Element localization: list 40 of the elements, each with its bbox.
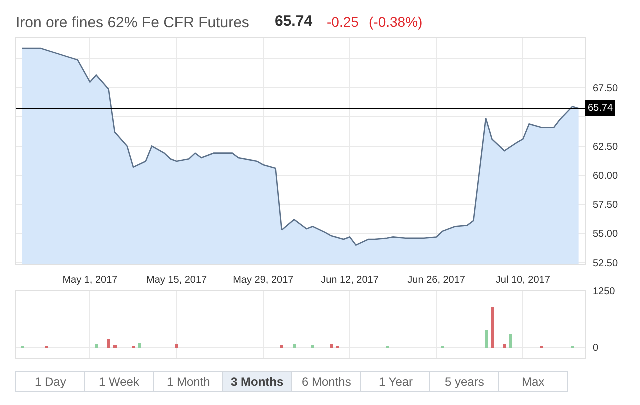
chart-title: Iron ore fines 62% Fe CFR Futures xyxy=(16,14,250,32)
y-tick-label: 60.00 xyxy=(593,170,618,182)
text: -0.25 xyxy=(327,14,360,30)
bar xyxy=(280,345,283,348)
category-label: 5 years xyxy=(445,375,484,389)
x-tick-label: May 15, 2017 xyxy=(146,275,208,286)
bar xyxy=(509,334,512,348)
category-label: 6 Months xyxy=(302,375,352,389)
y-tick-label: 52.50 xyxy=(593,258,618,270)
x-tick-label: May 29, 2017 xyxy=(233,275,294,286)
category-label: 1 Day xyxy=(35,375,66,389)
x-tick-label: May 1, 2017 xyxy=(62,275,118,286)
y-tick-label: 67.50 xyxy=(593,84,618,95)
x-tick-label: Jun 12, 2017 xyxy=(321,275,380,286)
text: 65.74 xyxy=(275,13,314,30)
bar xyxy=(311,345,314,348)
category-label: Max xyxy=(522,375,545,389)
bar xyxy=(485,330,488,348)
y-tick-label: 55.00 xyxy=(593,229,618,240)
y-tick-label: 1250 xyxy=(593,286,616,298)
bar xyxy=(293,344,296,348)
category-label: 3 Months xyxy=(231,375,284,389)
y-tick-label: 57.50 xyxy=(593,200,618,212)
y-tick-label: 0 xyxy=(593,343,599,354)
bar xyxy=(95,344,98,348)
category-label: 1 Month xyxy=(167,375,210,389)
category-label: 1 Week xyxy=(99,375,140,389)
text: (-0.38%) xyxy=(369,14,423,30)
bar xyxy=(491,307,494,348)
y-tick-label: 62.50 xyxy=(593,142,618,153)
bar xyxy=(175,344,178,348)
bar xyxy=(330,344,333,348)
bar xyxy=(503,344,506,348)
bar xyxy=(107,339,110,348)
bar xyxy=(113,345,117,348)
bar xyxy=(138,343,141,348)
category-label: 1 Year xyxy=(379,375,414,389)
ref-line-label: 65.74 xyxy=(588,103,614,114)
x-tick-label: Jul 10, 2017 xyxy=(496,275,551,286)
x-tick-label: Jun 26, 2017 xyxy=(408,275,466,286)
